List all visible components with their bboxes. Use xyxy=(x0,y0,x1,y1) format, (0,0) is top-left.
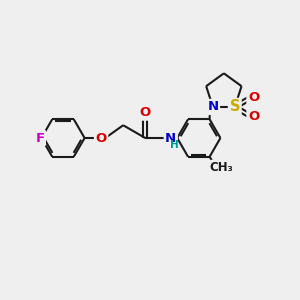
Text: O: O xyxy=(140,106,151,119)
Text: H: H xyxy=(170,140,179,150)
Text: N: N xyxy=(165,131,176,145)
Text: N: N xyxy=(207,100,218,113)
Text: N: N xyxy=(207,100,218,113)
Text: O: O xyxy=(248,91,259,103)
Text: O: O xyxy=(95,131,107,145)
Text: O: O xyxy=(248,110,259,123)
Text: F: F xyxy=(35,131,44,145)
Text: CH₃: CH₃ xyxy=(209,161,233,174)
Text: S: S xyxy=(230,100,240,115)
